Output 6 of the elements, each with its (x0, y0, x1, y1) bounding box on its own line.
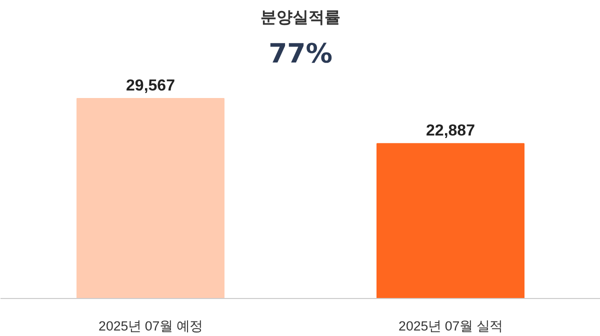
chart-title: 분양실적률 (260, 8, 340, 26)
x-tick-label: 2025년 07월 예정 (98, 318, 202, 334)
x-tick-label: 2025년 07월 실적 (398, 318, 502, 334)
chart-subtitle: 77% (268, 38, 332, 70)
data-label: 22,887 (426, 122, 476, 140)
data-label: 29,567 (126, 78, 176, 94)
